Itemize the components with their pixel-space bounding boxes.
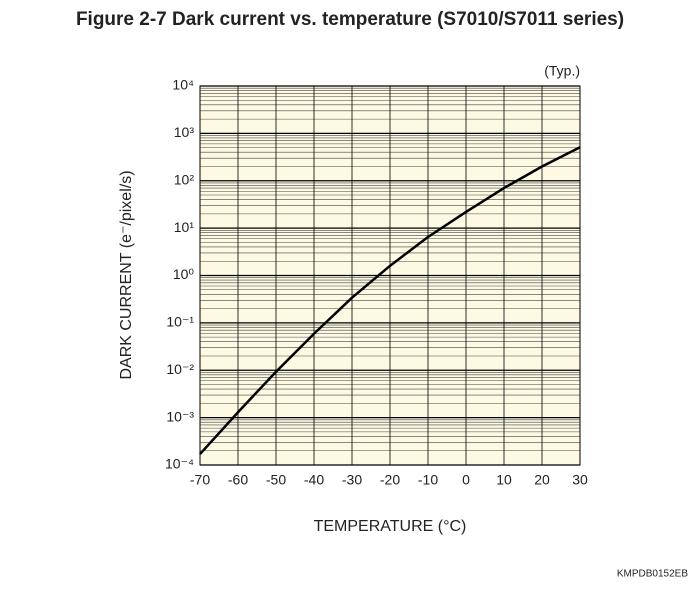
x-tick-label: -20	[380, 472, 400, 488]
footer: KMPDB0152EB	[617, 569, 688, 580]
y-tick-label: 10³	[174, 124, 195, 140]
x-tick-label: 0	[462, 472, 470, 488]
y-tick-label: 10⁻¹	[166, 314, 194, 330]
y-tick-label: 10²	[174, 171, 195, 187]
x-tick-label: 10	[496, 472, 512, 488]
plot-frame	[199, 85, 581, 466]
x-tick-label: 30	[572, 472, 588, 488]
x-tick-label: -60	[228, 472, 248, 488]
y-tick-label: 10⁴	[172, 77, 194, 93]
annotation: (Typ.)	[544, 63, 580, 79]
x-tick-label: -50	[266, 472, 286, 488]
y-tick-label: 10¹	[174, 219, 195, 235]
x-axis-label: TEMPERATURE (°C)	[314, 518, 467, 535]
x-tick-label: -70	[190, 472, 210, 488]
y-tick-label: 10⁻⁴	[165, 456, 194, 472]
x-tick-label: 20	[534, 472, 550, 488]
chart-title: Figure 2-7 Dark current vs. temperature …	[76, 9, 624, 30]
y-axis-label: DARK CURRENT (e⁻/pixel/s)	[118, 170, 135, 379]
x-tick-label: -30	[342, 472, 362, 488]
x-tick-label: -10	[418, 472, 438, 488]
y-tick-label: 10⁻²	[166, 361, 194, 377]
x-tick-label: -40	[304, 472, 324, 488]
y-tick-label: 10⁻³	[166, 408, 194, 424]
y-tick-label: 10⁰	[173, 266, 195, 282]
data-line	[199, 146, 581, 455]
